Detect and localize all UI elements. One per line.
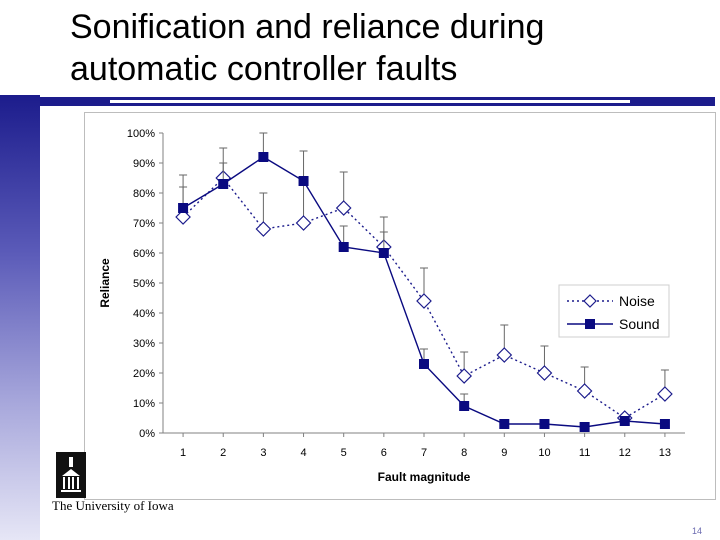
noise-point — [175, 209, 191, 225]
y-tick-label: 90% — [133, 158, 155, 170]
sound-point — [178, 203, 189, 213]
y-tick-label: 100% — [127, 128, 155, 140]
noise-point — [536, 365, 553, 381]
y-tick-label: 30% — [133, 338, 155, 350]
left-accent-bar — [0, 95, 40, 540]
x-tick-label: 5 — [341, 447, 347, 459]
noise-point — [295, 215, 312, 231]
x-tick-label: 13 — [659, 447, 671, 459]
chart-axes: 0%10%20%30%40%50%60%70%80%90%100%1 2 3 4 5 6 7… — [98, 128, 685, 484]
sound-point — [419, 359, 429, 369]
x-tick-label: 1 — [180, 447, 186, 459]
sound-point — [459, 401, 470, 411]
legend-noise-marker — [583, 294, 597, 308]
x-tick-label: 3 — [260, 447, 266, 459]
y-tick-label: 60% — [133, 248, 155, 260]
sound-point — [378, 248, 389, 258]
sound-point — [579, 422, 590, 432]
x-tick-label: 7 — [421, 447, 427, 459]
y-tick-label: 70% — [133, 218, 155, 230]
chart-legend: Noise Sound — [558, 284, 670, 338]
noise-point — [335, 200, 352, 216]
page-number: 14 — [691, 526, 702, 536]
sound-point — [499, 419, 510, 429]
noise-point — [576, 383, 593, 399]
y-tick-label: 40% — [133, 308, 155, 320]
x-axis-title: Fault magnitude — [378, 470, 471, 484]
x-tick-label: 9 — [501, 447, 507, 459]
noise-point — [416, 293, 432, 309]
noise-point — [456, 368, 473, 384]
y-tick-label: 20% — [133, 368, 155, 380]
y-tick-label: 0% — [139, 428, 155, 440]
legend-box — [558, 284, 670, 338]
university-name: The University of Iowa — [52, 498, 174, 513]
noise-point — [255, 221, 272, 237]
sound-point — [539, 419, 550, 429]
y-tick-label: 10% — [133, 398, 155, 410]
slide-title: Sonification and reliance during automat… — [70, 8, 545, 88]
reliance-chart: 0%10%20%30%40%50%60%70%80%90%100%1 2 3 4 5 6 7… — [98, 128, 685, 484]
sound-point — [298, 176, 309, 186]
x-tick-label: 2 — [220, 447, 226, 459]
sound-point — [258, 152, 269, 162]
x-tick-label: 8 — [461, 447, 467, 459]
x-tick-label: 10 — [538, 447, 550, 459]
chart-series — [175, 132, 673, 432]
title-rule-highlight — [110, 100, 630, 103]
y-tick-label: 80% — [133, 188, 155, 200]
x-tick-label: 11 — [579, 447, 590, 459]
sound-point — [659, 419, 670, 429]
sound-point — [619, 416, 630, 426]
legend-sound-label: Sound — [619, 316, 659, 332]
sound-point — [338, 242, 349, 252]
noise-point — [657, 386, 673, 402]
x-tick-label: 6 — [381, 447, 387, 459]
y-tick-label: 50% — [133, 278, 155, 290]
noise-point — [496, 347, 513, 363]
x-tick-label: 12 — [619, 447, 631, 459]
legend-sound-marker — [585, 319, 595, 329]
legend-noise-label: Noise — [619, 293, 655, 309]
y-axis-title: Reliance — [98, 258, 112, 308]
university-logo-icon — [56, 452, 86, 498]
x-tick-label: 4 — [300, 447, 306, 459]
chart-frame: 0% 10% 20% 30% 40% 50% 60% 70% 80% 90% 100% 1 2 3 4 5 6 7… — [84, 112, 716, 500]
sound-point — [218, 179, 229, 189]
